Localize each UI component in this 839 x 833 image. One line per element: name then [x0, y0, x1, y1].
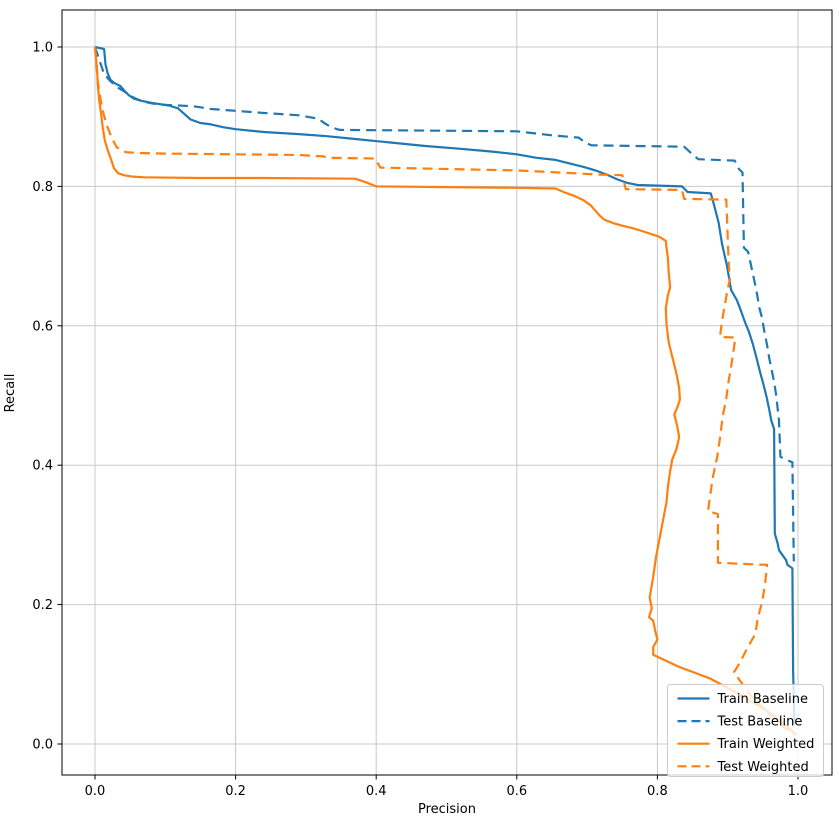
legend-label-test-weighted: Test Weighted	[717, 760, 809, 775]
x-tick-label: 0.6	[506, 784, 527, 799]
axis-ticks: 0.0 0.2 0.4 0.6 0.8 1.0 0.0 0.2 0.4 0.6 0.8 1.0	[32, 41, 808, 800]
series-train-weighted	[93, 46, 797, 736]
x-axis-label: Precision	[418, 802, 476, 817]
x-tick-label: 0.0	[85, 784, 106, 799]
y-tick-label: 0.8	[32, 180, 53, 195]
x-tick-label: 1.0	[788, 784, 809, 799]
y-tick-label: 0.4	[32, 459, 53, 474]
legend: Train Baseline Test Baseline Train Weighte…	[667, 684, 824, 777]
y-tick-label: 0.2	[32, 598, 53, 613]
x-tick-label: 0.2	[225, 784, 246, 799]
data-series	[93, 45, 797, 736]
y-tick-label: 1.0	[32, 41, 53, 56]
legend-label-train-weighted: Train Weighted	[717, 737, 815, 752]
legend-label-test-baseline: Test Baseline	[717, 715, 803, 730]
plot-spines	[61, 9, 833, 776]
legend-box	[667, 684, 824, 777]
legend-label-train-baseline: Train Baseline	[717, 692, 808, 707]
x-tick-label: 0.4	[366, 784, 387, 799]
x-tick-label: 0.8	[647, 784, 668, 799]
y-tick-label: 0.6	[32, 319, 53, 334]
y-axis-label: Recall	[3, 374, 18, 413]
y-tick-label: 0.0	[32, 738, 53, 753]
series-test-weighted	[93, 46, 795, 736]
series-test-baseline	[93, 46, 795, 562]
